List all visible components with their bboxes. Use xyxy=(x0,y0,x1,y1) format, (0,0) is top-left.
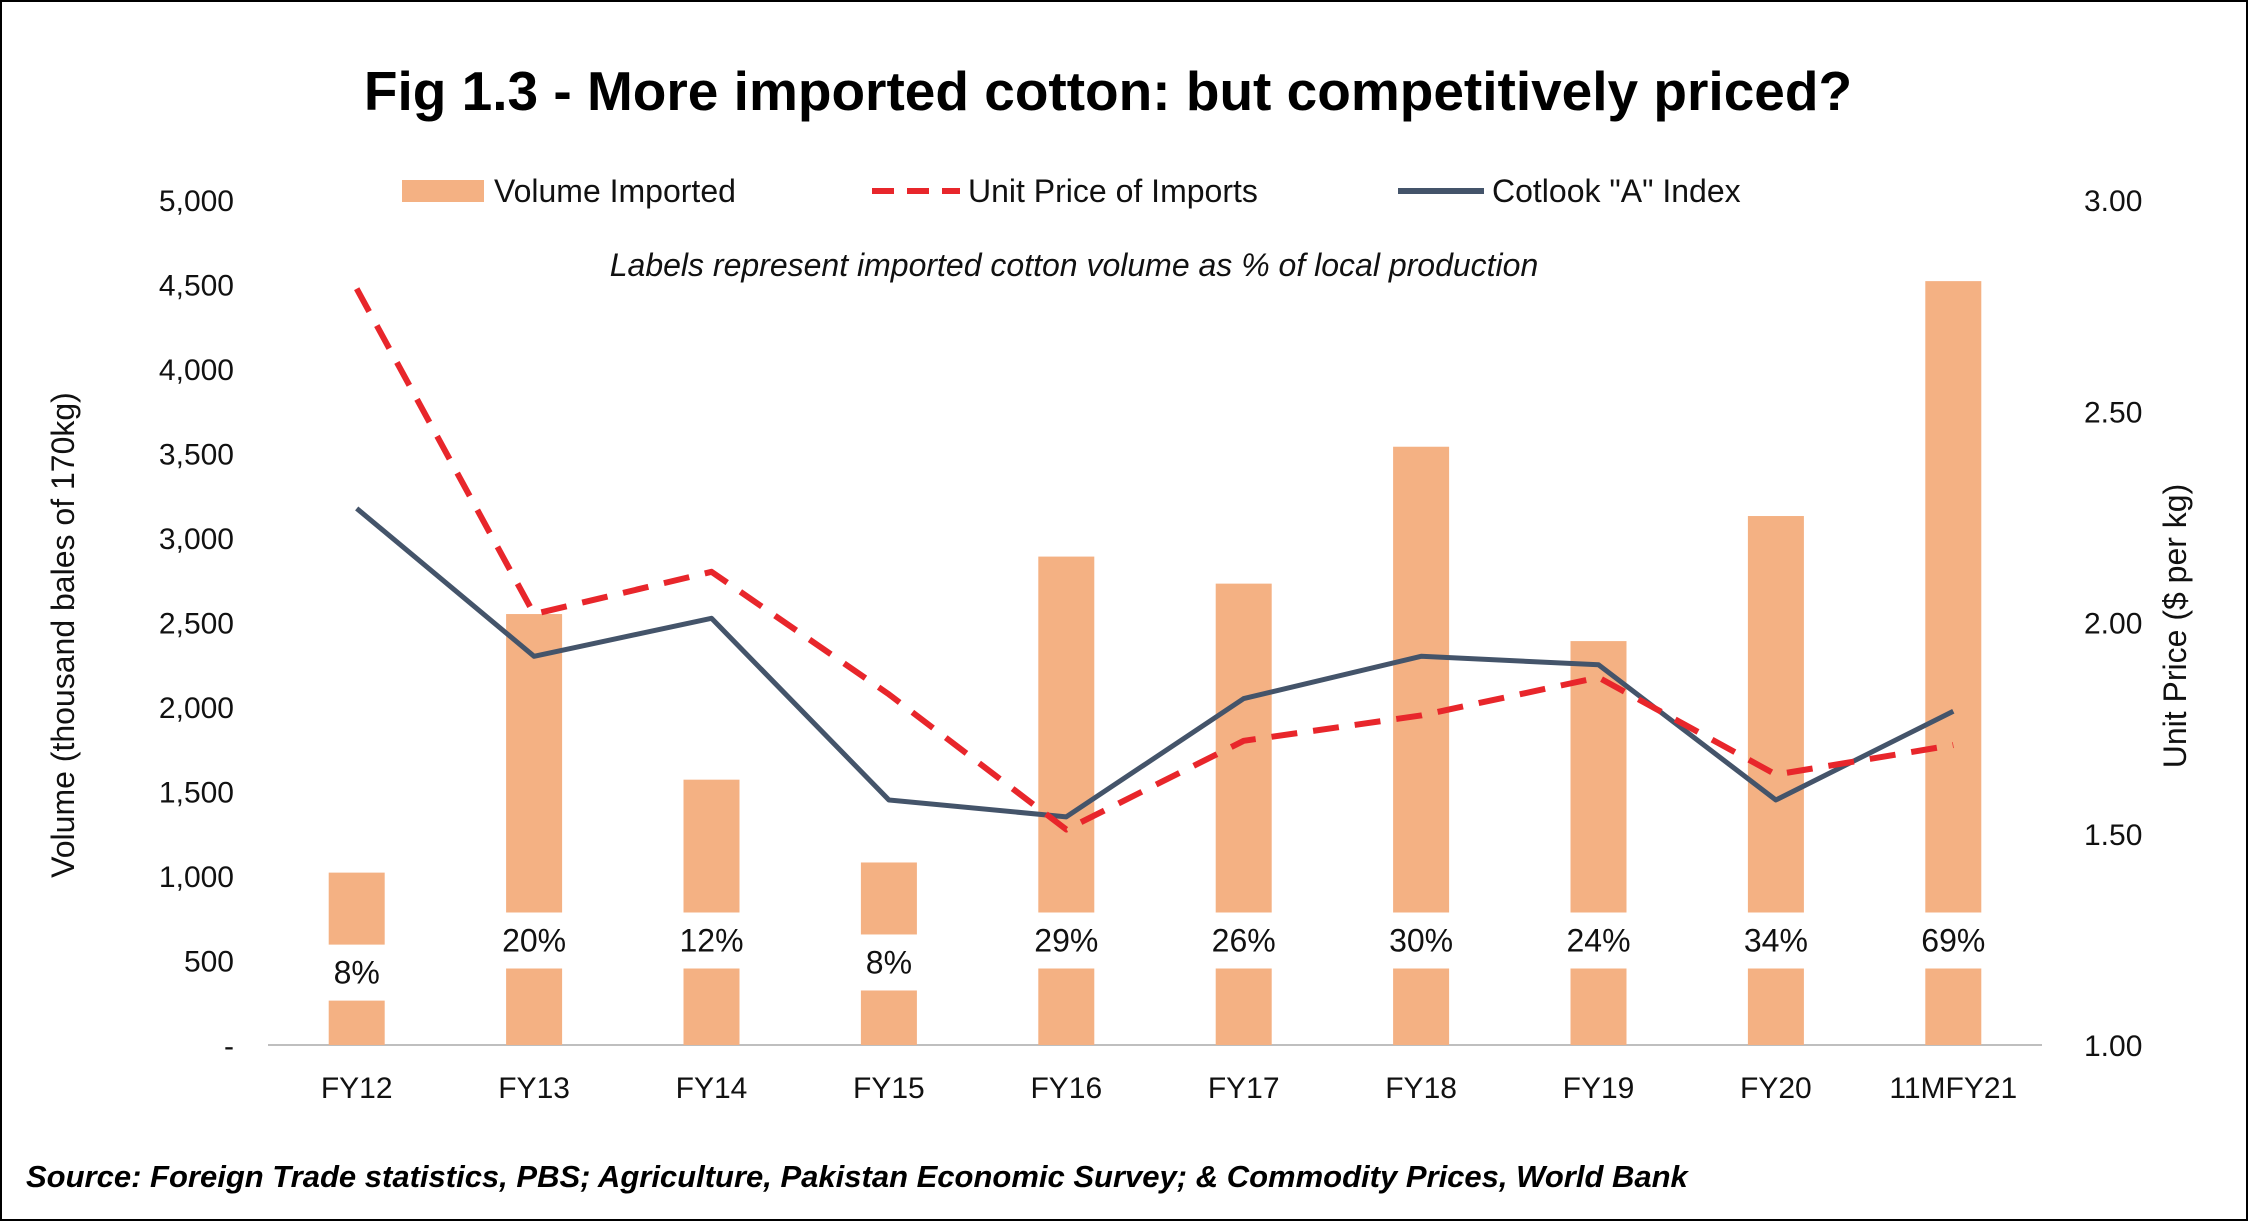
x-tick-label: 11MFY21 xyxy=(1889,1072,2017,1105)
y2-tick-label: 1.50 xyxy=(2084,819,2142,852)
y-tick-label: 4,500 xyxy=(159,270,234,303)
y-tick-label: 3,500 xyxy=(159,439,234,472)
x-tick-label: FY12 xyxy=(321,1072,393,1105)
y2-axis-ticks: 1.00 1.50 2.00 2.50 3.00 xyxy=(2084,185,2142,1063)
bar-percent-label: 20% xyxy=(502,923,566,959)
bar-label-backdrop xyxy=(1924,912,1983,969)
source-note: Source: Foreign Trade statistics, PBS; A… xyxy=(26,1159,1690,1194)
bar-FY19 xyxy=(1570,641,1627,1045)
bar-FY14 xyxy=(683,779,740,1045)
bar-label-backdrop xyxy=(1214,912,1273,969)
x-tick-label: FY16 xyxy=(1030,1072,1102,1105)
bar-label-backdrop xyxy=(859,934,918,991)
bar-percent-label: 24% xyxy=(1566,923,1630,959)
legend: Volume Imported Unit Price of Imports Co… xyxy=(402,173,1741,209)
bar-label-backdrop xyxy=(505,912,564,969)
volume-bars xyxy=(328,281,1982,1045)
bar-label-backdrop xyxy=(327,944,386,1001)
legend-swatch-volume xyxy=(402,180,484,202)
y-tick-label: 2,000 xyxy=(159,692,234,725)
y-tick-label: 4,000 xyxy=(159,354,234,387)
y-tick-label: 500 xyxy=(184,946,234,979)
bar-label-backdrop xyxy=(1037,912,1096,969)
y-tick-label: 1,000 xyxy=(159,861,234,894)
bar-percent-label: 30% xyxy=(1389,923,1453,959)
legend-label-volume: Volume Imported xyxy=(494,173,736,209)
bar-percent-label: 26% xyxy=(1212,923,1276,959)
bar-label-backdrop xyxy=(682,912,741,969)
bar-label-backdrop xyxy=(1746,912,1805,969)
bar-label-backdrop xyxy=(1569,912,1628,969)
y2-axis-label: Unit Price ($ per kg) xyxy=(2157,484,2193,769)
bar-percent-label: 34% xyxy=(1744,923,1808,959)
bar-percent-label: 69% xyxy=(1921,923,1985,959)
y-tick-label: 5,000 xyxy=(159,185,234,218)
y-axis-label: Volume (thousand bales of 170kg) xyxy=(45,392,81,878)
y-tick-label: - xyxy=(224,1030,234,1063)
y-tick-label: 1,500 xyxy=(159,777,234,810)
x-tick-label: FY14 xyxy=(676,1072,748,1105)
price-lines xyxy=(354,287,1955,833)
x-tick-label: FY17 xyxy=(1208,1072,1280,1105)
cotlook-index-line xyxy=(355,506,1955,820)
bar-FY17 xyxy=(1215,583,1272,1045)
y-tick-label: 3,000 xyxy=(159,523,234,556)
y2-tick-label: 2.50 xyxy=(2084,396,2142,429)
bar-label-backdrop xyxy=(1392,912,1451,969)
y2-tick-label: 2.00 xyxy=(2084,608,2142,641)
bar-percent-label: 8% xyxy=(334,955,380,991)
y2-tick-label: 1.00 xyxy=(2084,1030,2142,1063)
y-axis-ticks: - 500 1,000 1,500 2,000 2,500 3,000 3,500 4,000 4… xyxy=(159,185,234,1063)
x-tick-label: FY20 xyxy=(1740,1072,1812,1105)
legend-label-cotlook: Cotlook "A" Index xyxy=(1492,173,1741,209)
bar-percent-label: 8% xyxy=(866,944,912,980)
chart-title: Fig 1.3 - More imported cotton: but comp… xyxy=(364,60,1852,122)
x-tick-label: FY13 xyxy=(498,1072,570,1105)
chart-subtitle: Labels represent imported cotton volume … xyxy=(610,247,1539,283)
x-tick-label: FY18 xyxy=(1385,1072,1457,1105)
bar-percent-label: 12% xyxy=(679,923,743,959)
x-axis-ticks: FY12 FY13 FY14 FY15 FY16 FY17 FY18 FY19 FY20 11MF… xyxy=(321,1072,2017,1105)
x-tick-label: FY19 xyxy=(1563,1072,1635,1105)
y-tick-label: 2,500 xyxy=(159,608,234,641)
bar-percent-labels: 8% 20% 12% 8% 29% 26% 30% 24% 34% 69% xyxy=(327,912,1985,1001)
x-tick-label: FY15 xyxy=(853,1072,925,1105)
legend-label-unit-price: Unit Price of Imports xyxy=(968,173,1258,209)
y2-tick-label: 3.00 xyxy=(2084,185,2142,218)
bar-FY13 xyxy=(506,614,563,1045)
bar-percent-label: 29% xyxy=(1034,923,1098,959)
unit-price-line xyxy=(354,287,1954,833)
